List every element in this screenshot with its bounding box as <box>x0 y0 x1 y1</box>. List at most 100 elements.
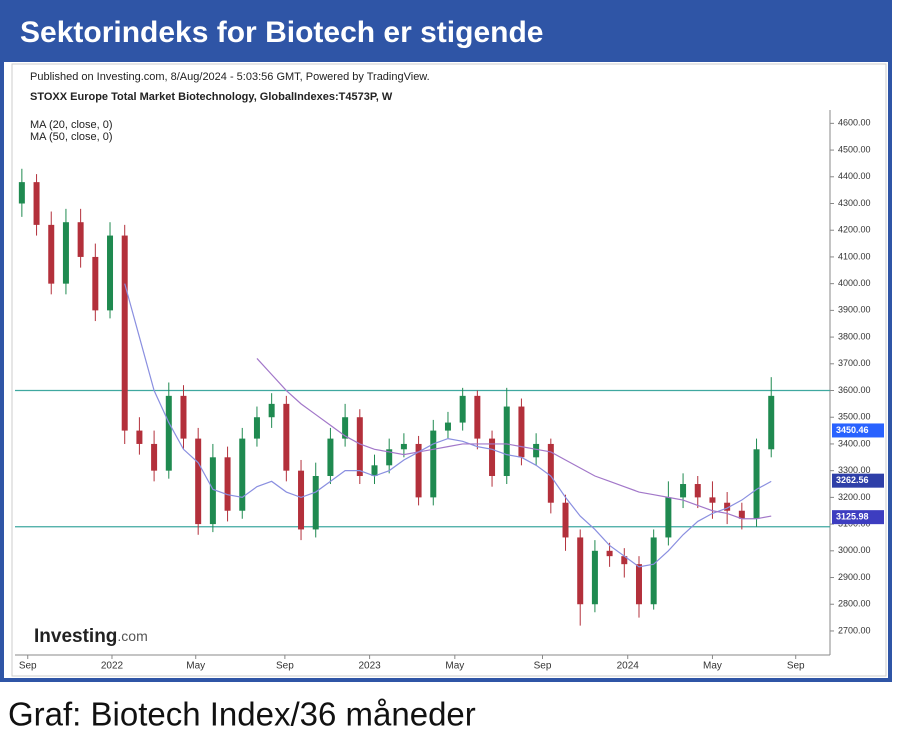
candle-body <box>606 550 613 557</box>
candle-body <box>650 537 657 605</box>
x-tick-label: May <box>186 661 205 672</box>
candle-body <box>444 422 451 431</box>
x-tick-label: May <box>445 661 464 672</box>
x-tick-label: May <box>703 661 722 672</box>
y-tick-label: 3800.00 <box>838 331 871 341</box>
candle-body <box>77 222 84 257</box>
plot: 2700.002800.002900.003000.003100.003200.… <box>15 110 884 672</box>
candle-body <box>209 457 216 525</box>
candle-body <box>738 510 745 519</box>
candle-body <box>694 484 701 498</box>
y-tick-label: 4300.00 <box>838 198 871 208</box>
published: Published on Investing.com, 8/Aug/2024 -… <box>30 71 430 83</box>
candle-body <box>724 502 731 511</box>
y-tick-label: 3000.00 <box>838 545 871 555</box>
y-tick-label: 4600.00 <box>838 118 871 128</box>
x-tick-label: Sep <box>276 661 294 672</box>
y-tick-label: 4400.00 <box>838 171 871 181</box>
price-label-box <box>832 510 884 525</box>
y-tick-label: 3200.00 <box>838 492 871 502</box>
y-tick-label: 2900.00 <box>838 572 871 582</box>
candle-body <box>312 476 319 530</box>
candle-body <box>342 417 349 439</box>
y-tick-label: 3500.00 <box>838 412 871 422</box>
candle-body <box>371 465 378 477</box>
candle-body <box>92 256 99 311</box>
candle-body <box>635 564 642 605</box>
candle-body <box>591 550 598 605</box>
candle-body <box>489 438 496 477</box>
candle-body <box>386 449 393 466</box>
candle-body <box>136 430 143 444</box>
candle-body <box>48 224 55 284</box>
candle-body <box>400 443 407 450</box>
candle-body <box>121 235 128 431</box>
candle-body <box>33 182 40 225</box>
x-tick-label: 2024 <box>617 661 640 672</box>
candle-body <box>503 406 510 477</box>
candle-body <box>224 457 231 511</box>
chart-title: STOXX Europe Total Market Biotechnology,… <box>30 91 393 103</box>
candle-body <box>62 222 69 284</box>
candle-body <box>180 395 187 439</box>
candle-body <box>165 395 172 471</box>
candle-body <box>327 438 334 477</box>
candle-body <box>195 438 202 525</box>
candle-body <box>430 430 437 498</box>
candle-body <box>356 417 363 477</box>
candle-body <box>518 406 525 458</box>
x-tick-label: Sep <box>787 661 805 672</box>
y-tick-label: 4500.00 <box>838 144 871 154</box>
candle-body <box>298 470 305 530</box>
price-label: 3125.98 <box>836 512 869 522</box>
candle-body <box>474 395 481 439</box>
candle-body <box>268 403 275 418</box>
candle-body <box>533 443 540 458</box>
y-tick-label: 4200.00 <box>838 225 871 235</box>
candle-body <box>253 417 260 439</box>
y-tick-label: 3300.00 <box>838 465 871 475</box>
candle-body <box>547 443 554 503</box>
y-tick-label: 3600.00 <box>838 385 871 395</box>
x-tick-label: 2022 <box>101 661 124 672</box>
candle-body <box>18 182 25 204</box>
y-tick-label: 4000.00 <box>838 278 871 288</box>
ma-line <box>124 283 772 568</box>
header-band <box>2 2 890 62</box>
logo: Investing.com <box>34 626 148 647</box>
candle-body <box>621 556 628 565</box>
legend-entry: MA (50, close, 0) <box>30 131 113 143</box>
y-tick-label: 2700.00 <box>838 625 871 635</box>
price-label-box <box>832 423 884 438</box>
candle-body <box>562 502 569 538</box>
y-tick-label: 3700.00 <box>838 358 871 368</box>
chart-panel <box>11 63 887 677</box>
candle-body <box>577 537 584 605</box>
candle-body <box>107 235 114 311</box>
y-tick-label: 4100.00 <box>838 251 871 261</box>
candle-body <box>459 395 466 423</box>
y-tick-label: 3400.00 <box>838 438 871 448</box>
x-tick-label: Sep <box>534 661 552 672</box>
legend-entry: MA (20, close, 0) <box>30 119 113 131</box>
candle-body <box>239 438 246 511</box>
header-title: Sektorindeks for Biotech er stigende <box>20 16 543 49</box>
candle-body <box>753 449 760 519</box>
caption: Graf: Biotech Index/36 måneder <box>8 696 476 733</box>
price-label: 3450.46 <box>836 425 869 435</box>
candle-body <box>709 497 716 503</box>
candle-body <box>680 484 687 498</box>
candle-body <box>768 395 775 450</box>
logo-main: Investing <box>34 626 117 647</box>
price-label-box <box>832 473 884 488</box>
candle-body <box>665 497 672 538</box>
y-tick-label: 3900.00 <box>838 305 871 315</box>
candle-body <box>151 443 158 471</box>
x-tick-label: 2023 <box>358 661 381 672</box>
candle-body <box>415 443 422 498</box>
candle-body <box>283 403 290 471</box>
ma-line <box>256 358 772 520</box>
x-tick-label: Sep <box>19 661 37 672</box>
